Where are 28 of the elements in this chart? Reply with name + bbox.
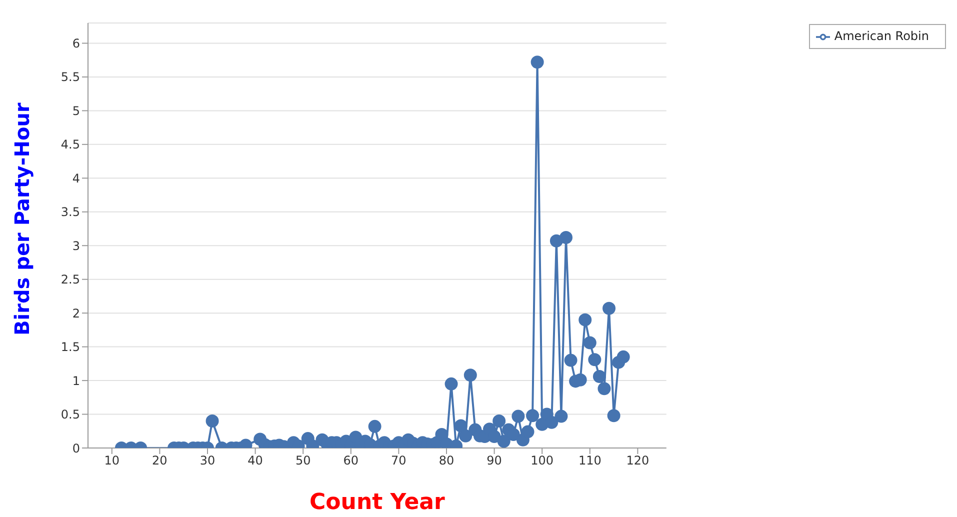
x-tick-label: 110 — [578, 454, 602, 468]
x-axis-title: Count Year — [310, 490, 445, 515]
x-tick-label: 90 — [486, 454, 502, 468]
y-tick-label: 2 — [72, 306, 80, 320]
y-tick-label: 5.5 — [60, 70, 80, 84]
y-tick-label: 2.5 — [60, 272, 80, 287]
y-tick-label: 0.5 — [60, 408, 80, 422]
y-tick-label: 6 — [72, 36, 80, 50]
y-tick-label: 1 — [72, 374, 80, 388]
x-tick-label: 120 — [626, 454, 650, 468]
y-tick-label: 5 — [72, 104, 80, 118]
x-tick-label: 80 — [438, 454, 454, 468]
x-tick-label: 40 — [248, 454, 263, 468]
x-tick-label: 50 — [295, 454, 311, 468]
x-tick-label: 30 — [200, 454, 216, 468]
x-tick-label: 20 — [152, 454, 168, 468]
legend-label: American Robin — [834, 29, 929, 43]
y-tick-label: 0 — [72, 441, 80, 456]
x-tick-label: 60 — [343, 454, 359, 468]
y-tick-label: 4 — [72, 171, 80, 186]
x-tick-label: 70 — [391, 454, 406, 468]
y-axis-title: Birds per Party-Hour — [10, 102, 34, 336]
y-tick-label: 4.5 — [60, 138, 80, 152]
x-tick-label: 10 — [104, 454, 120, 468]
y-tick-label: 3 — [72, 238, 80, 253]
x-tick-label: 100 — [530, 454, 554, 468]
y-tick-label: 1.5 — [60, 340, 80, 354]
y-tick-label: 3.5 — [60, 205, 80, 220]
